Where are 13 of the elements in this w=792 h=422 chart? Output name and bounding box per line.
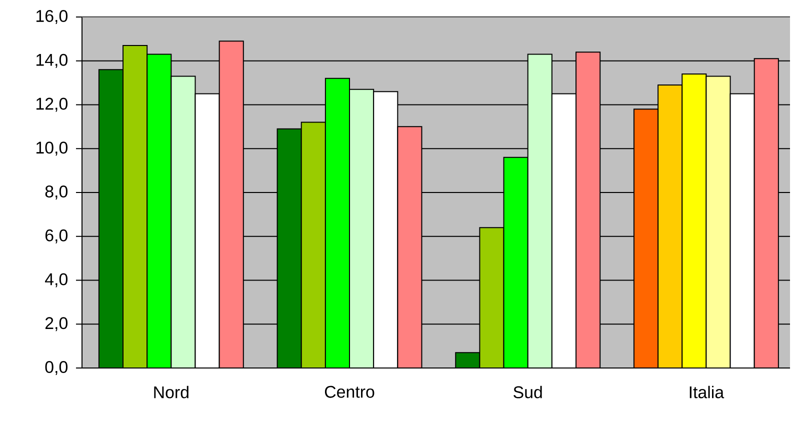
y-tick-label: 14,0 (36, 54, 68, 68)
y-tick-label: 12,0 (36, 98, 68, 112)
x-tick-label: Centro (324, 386, 374, 398)
x-tick-label: Sud (514, 386, 542, 398)
y-tick-label: 2,0 (45, 317, 68, 332)
y-tick-label: 4,0 (45, 273, 68, 288)
x-tick-label: Italia (690, 386, 724, 398)
y-tick-label: 0,0 (45, 361, 68, 375)
y-tick-label: 6,0 (45, 229, 68, 244)
y-tick-label: 16,0 (36, 10, 68, 24)
x-tick-label: Nord (154, 386, 188, 398)
y-tick-label: 10,0 (36, 142, 68, 156)
y-tick-label: 8,0 (45, 186, 68, 200)
